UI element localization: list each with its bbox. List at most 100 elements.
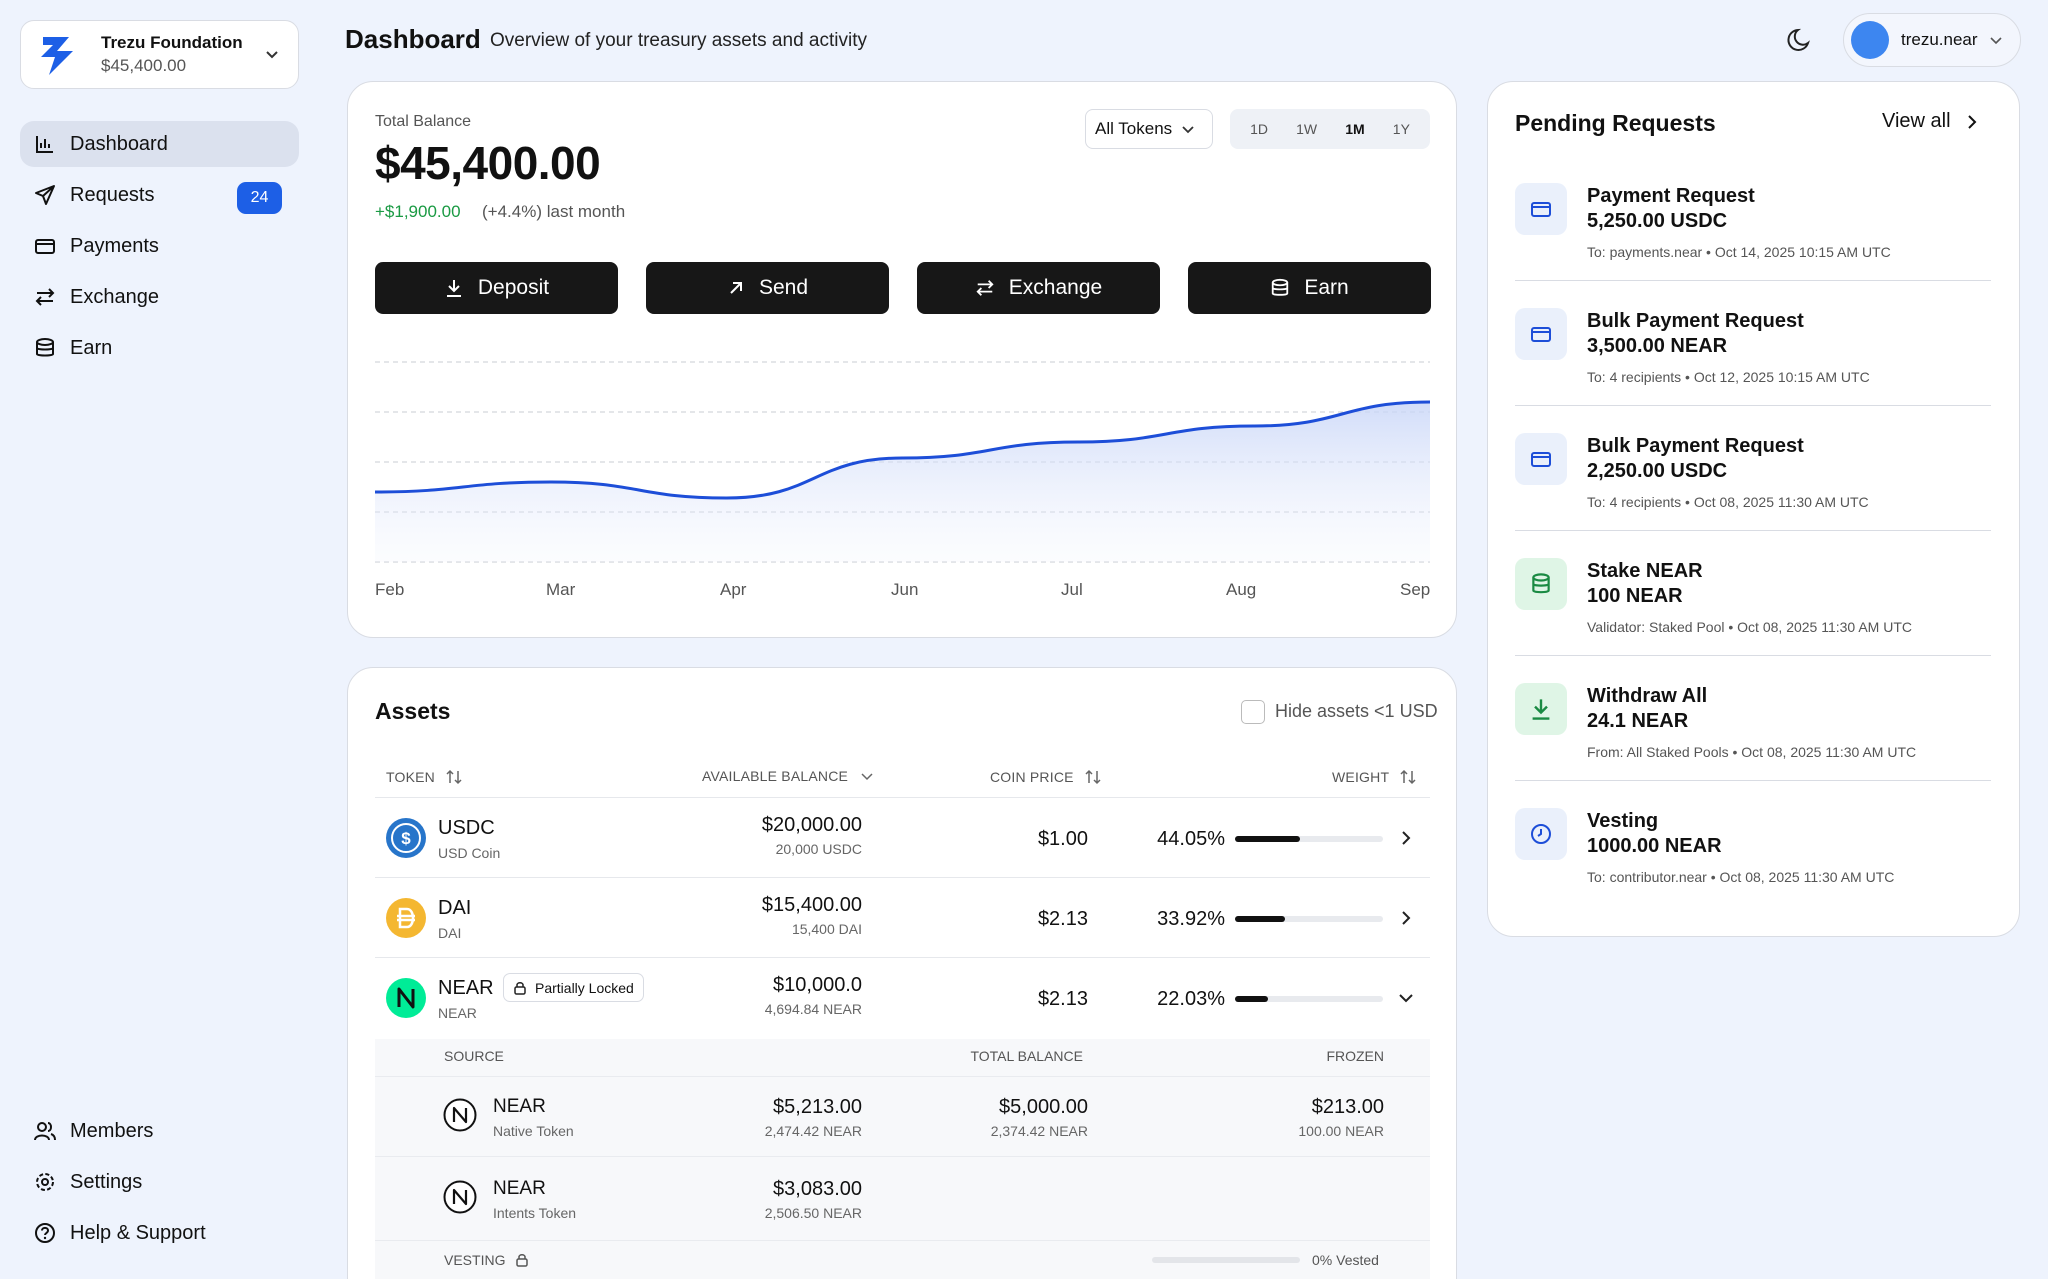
bar-chart-icon	[36, 136, 53, 153]
sidebar-item-settings[interactable]: Settings	[20, 1159, 299, 1205]
arrow-up-right-icon	[730, 282, 742, 294]
chart-line	[375, 400, 1430, 500]
sidebar-item-members[interactable]: Members	[20, 1108, 299, 1154]
sidebar-item-label: Exchange	[70, 285, 159, 308]
source-symbol: NEAR	[493, 1096, 546, 1117]
sidebar-item-dashboard[interactable]: Dashboard	[20, 121, 299, 167]
org-switcher[interactable]: Trezu Foundation $45,400.00	[20, 20, 299, 89]
assets-title: Assets	[375, 698, 451, 724]
send-button[interactable]: Send	[646, 262, 889, 314]
divider	[375, 877, 1430, 878]
near-logo-icon	[443, 1180, 477, 1214]
token-filter-select[interactable]: All Tokens	[1085, 109, 1213, 149]
view-all-link[interactable]: View all	[1882, 110, 1981, 133]
card-icon	[1515, 308, 1567, 360]
request-title: Stake NEAR	[1587, 560, 1703, 582]
weight-bar	[1235, 996, 1383, 1002]
sidebar-item-help[interactable]: Help & Support	[20, 1210, 299, 1256]
chevron-right-icon[interactable]	[1396, 908, 1416, 928]
token-name: USD Coin	[438, 845, 501, 861]
divider	[375, 957, 1430, 958]
chevron-down-icon	[1182, 126, 1194, 134]
view-all-label: View all	[1882, 110, 1951, 132]
range-selector: 1D 1W 1M 1Y	[1230, 109, 1430, 149]
range-1w[interactable]: 1W	[1296, 121, 1318, 137]
sidebar-item-exchange[interactable]: Exchange	[20, 274, 299, 320]
sub-col-total: TOTAL BALANCE	[970, 1048, 1083, 1064]
sort-icon	[1085, 769, 1101, 785]
lock-icon	[516, 1254, 529, 1267]
divider	[375, 1240, 1430, 1241]
token-amount: 15,400 DAI	[791, 921, 862, 937]
exchange-icon	[976, 280, 994, 296]
weight-bar	[1235, 836, 1383, 842]
total-balance-value: $45,400.00	[375, 137, 601, 189]
col-price-label: COIN PRICE	[990, 769, 1074, 785]
partially-locked-badge: Partially Locked	[503, 973, 644, 1002]
source-total-usd: $5,000.00	[999, 1096, 1088, 1118]
svg-text:$: $	[401, 829, 411, 848]
range-1y[interactable]: 1Y	[1392, 121, 1410, 137]
request-title: Vesting	[1587, 810, 1659, 832]
token-symbol: USDC	[438, 817, 495, 839]
card-icon	[35, 239, 55, 254]
download-icon	[446, 280, 461, 297]
divider	[1515, 655, 1991, 656]
request-amount: 100 NEAR	[1587, 585, 1683, 607]
source-frozen-usd: $213.00	[1311, 1096, 1384, 1118]
vested-pct: 0% Vested	[1312, 1252, 1379, 1268]
request-meta: To: 4 recipients • Oct 12, 2025 10:15 AM…	[1587, 369, 1870, 385]
weight-bar	[1235, 916, 1383, 922]
col-weight[interactable]: WEIGHT	[1332, 768, 1417, 786]
source-name: Intents Token	[493, 1205, 577, 1221]
token-name: NEAR	[438, 1005, 477, 1021]
sort-icon	[446, 769, 462, 785]
user-name: trezu.near	[1901, 30, 1978, 49]
col-token-label: TOKEN	[386, 769, 435, 785]
divider	[1515, 405, 1991, 406]
token-amount: 4,694.84 NEAR	[764, 1001, 862, 1017]
weight-bar-fill	[1235, 916, 1286, 922]
sidebar-item-earn[interactable]: Earn	[20, 325, 299, 371]
sidebar-item-label: Help & Support	[70, 1221, 206, 1244]
sidebar-item-label: Settings	[70, 1170, 143, 1193]
exchange-button[interactable]: Exchange	[917, 262, 1160, 314]
x-tick-label: Jul	[1061, 580, 1083, 599]
pending-title: Pending Requests	[1515, 110, 1716, 136]
sidebar-item-payments[interactable]: Payments	[20, 223, 299, 269]
user-menu[interactable]: trezu.near	[1843, 13, 2021, 67]
vesting-label: VESTING	[444, 1252, 529, 1268]
avatar	[1851, 21, 1889, 59]
deposit-button[interactable]: Deposit	[375, 262, 618, 314]
sidebar-item-requests[interactable]: Requests 24	[20, 172, 299, 218]
weight-bar-fill	[1235, 996, 1268, 1002]
token-price: $1.00	[1037, 828, 1088, 850]
request-amount: 2,250.00 USDC	[1587, 460, 1728, 482]
source-usd: $5,213.00	[773, 1096, 862, 1118]
gear-icon	[36, 1173, 54, 1191]
sub-col-frozen: FROZEN	[1326, 1048, 1384, 1064]
col-balance[interactable]: AVAILABLE BALANCE	[702, 768, 874, 784]
vesting-text: VESTING	[444, 1252, 506, 1268]
x-tick-label: Mar	[546, 580, 576, 599]
request-title: Bulk Payment Request	[1587, 310, 1804, 332]
token-name: DAI	[438, 925, 462, 941]
hide-small-assets-checkbox[interactable]	[1241, 700, 1265, 724]
x-tick-label: Feb	[375, 580, 405, 599]
earn-button[interactable]: Earn	[1188, 262, 1431, 314]
chevron-down-icon	[861, 773, 873, 781]
range-1m[interactable]: 1M	[1345, 121, 1365, 137]
dai-logo-icon	[386, 898, 426, 943]
chevron-right-icon[interactable]	[1396, 828, 1416, 848]
col-token[interactable]: TOKEN	[386, 768, 463, 786]
divider	[375, 1076, 1430, 1077]
usdc-logo-icon: $	[386, 818, 426, 863]
col-price[interactable]: COIN PRICE	[990, 768, 1102, 786]
requests-count-badge: 24	[237, 182, 282, 214]
moon-icon[interactable]	[1786, 26, 1814, 54]
card-icon	[1515, 183, 1567, 235]
chevron-down-icon[interactable]	[1396, 988, 1416, 1008]
request-amount: 5,250.00 USDC	[1587, 210, 1728, 232]
range-1d[interactable]: 1D	[1250, 121, 1268, 137]
org-name: Trezu Foundation	[101, 32, 243, 52]
